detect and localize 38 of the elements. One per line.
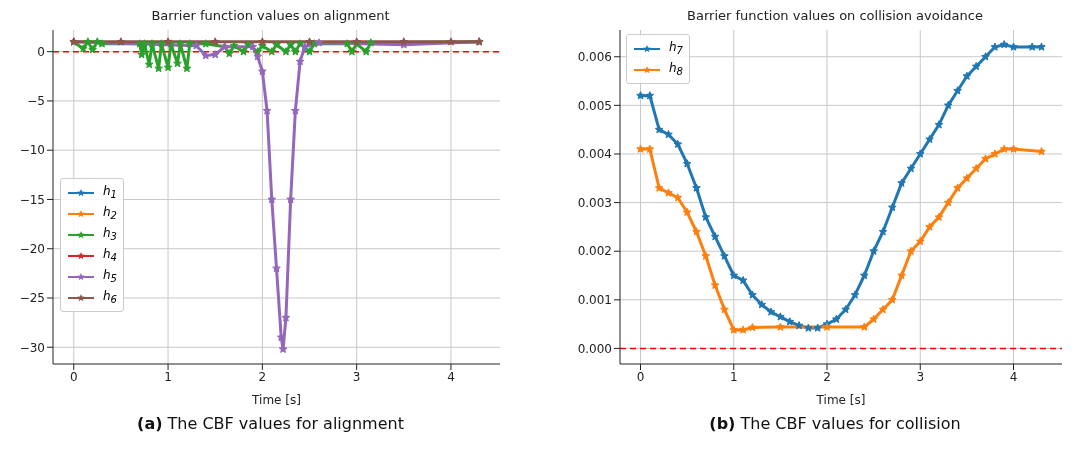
legend-label: h$_{7}$	[669, 40, 683, 57]
text: (a) The CBF values for alignment	[136, 414, 405, 433]
x-axis-title: Time [s]	[815, 393, 866, 407]
y-tick-label: −25	[19, 291, 45, 306]
y-tick-label: 0.000	[577, 341, 612, 356]
y-tick-label: 0.001	[577, 293, 612, 308]
y-tick-label: 0	[37, 44, 45, 59]
y-tick-label: 0.004	[577, 147, 612, 162]
y-tick-label: −10	[19, 143, 45, 158]
legend-label: h$_{8}$	[669, 61, 683, 78]
y-tick-label: −20	[19, 241, 45, 256]
legend-label: h$_{3}$	[103, 226, 117, 243]
x-tick-label: 4	[1009, 369, 1018, 384]
y-tick-label: −15	[19, 192, 45, 207]
legend-label: h$_{4}$	[103, 247, 117, 264]
y-tick-label: 0.002	[577, 244, 612, 259]
x-tick-label: 0	[69, 369, 78, 384]
legend-label: h$_{6}$	[103, 289, 117, 306]
x-tick-label: 2	[258, 369, 267, 384]
y-tick-label: 0.006	[577, 50, 612, 64]
x-tick-label: 3	[916, 369, 925, 384]
legend-label: h$_{2}$	[103, 205, 117, 222]
text: (b) The CBF values for collision	[708, 414, 962, 433]
x-tick-label: 1	[729, 369, 738, 384]
y-tick-label: 0.003	[577, 195, 612, 210]
x-tick-label: 2	[823, 369, 831, 384]
chart-title: Barrier function values on alignment	[150, 8, 391, 25]
x-axis-title: Time [s]	[251, 393, 301, 407]
legend-label: h$_{5}$	[103, 268, 117, 285]
legend-label: h$_{1}$	[103, 184, 117, 201]
chart-title: Barrier function values on collision avoidance	[686, 8, 984, 25]
x-tick-label: 1	[164, 369, 172, 384]
x-tick-label: 3	[352, 369, 361, 384]
x-tick-label: 4	[447, 369, 455, 384]
y-tick-label: −30	[19, 340, 45, 355]
x-tick-label: 0	[636, 369, 645, 384]
y-tick-label: 0.005	[577, 98, 612, 113]
y-tick-label: −5	[27, 94, 45, 109]
